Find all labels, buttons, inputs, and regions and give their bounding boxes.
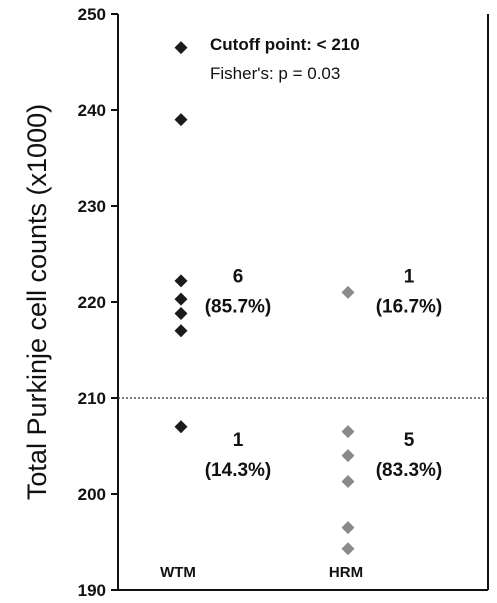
y-tick-label: 230 (78, 197, 106, 216)
y-ticks: 190 200 210 220 230 240 250 (78, 5, 118, 600)
y-tick-label: 200 (78, 485, 106, 504)
cutoff-annotation: Cutoff point: < 210 (210, 35, 360, 54)
data-point-hrm (341, 542, 355, 556)
y-tick-label: 190 (78, 581, 106, 600)
data-point-hrm (341, 425, 355, 439)
group-count: 5 (404, 430, 415, 451)
y-axis-title: Total Purkinje cell counts (x1000) (22, 104, 52, 500)
y-tick-label: 220 (78, 293, 106, 312)
data-point-wtm (174, 113, 188, 127)
y-tick-label: 210 (78, 389, 106, 408)
data-point-wtm (174, 324, 188, 338)
data-points (174, 41, 355, 556)
data-point-hrm (341, 449, 355, 463)
group-percent: (16.7%) (376, 297, 443, 318)
data-point-wtm (174, 41, 188, 55)
group-percent: (85.7%) (205, 297, 272, 318)
data-point-wtm (174, 274, 188, 288)
group-count: 6 (233, 267, 244, 288)
group-count: 1 (404, 267, 415, 288)
group-count: 1 (233, 430, 244, 451)
group-percent: (14.3%) (205, 460, 272, 481)
category-label-hrm: HRM (329, 564, 363, 581)
data-point-hrm (341, 285, 355, 299)
y-tick-label: 250 (78, 5, 106, 24)
category-label-wtm: WTM (160, 564, 196, 581)
data-point-wtm (174, 307, 188, 321)
group-percent: (83.3%) (376, 460, 443, 481)
data-point-hrm (341, 475, 355, 489)
data-point-hrm (341, 521, 355, 535)
data-point-wtm (174, 420, 188, 434)
group-count-labels: 6 (85.7%) 1 (14.3%) 1 (16.7%) 5 (83.3%) (205, 267, 443, 481)
fisher-annotation: Fisher's: p = 0.03 (210, 64, 340, 83)
y-tick-label: 240 (78, 101, 106, 120)
data-point-wtm (174, 292, 188, 306)
